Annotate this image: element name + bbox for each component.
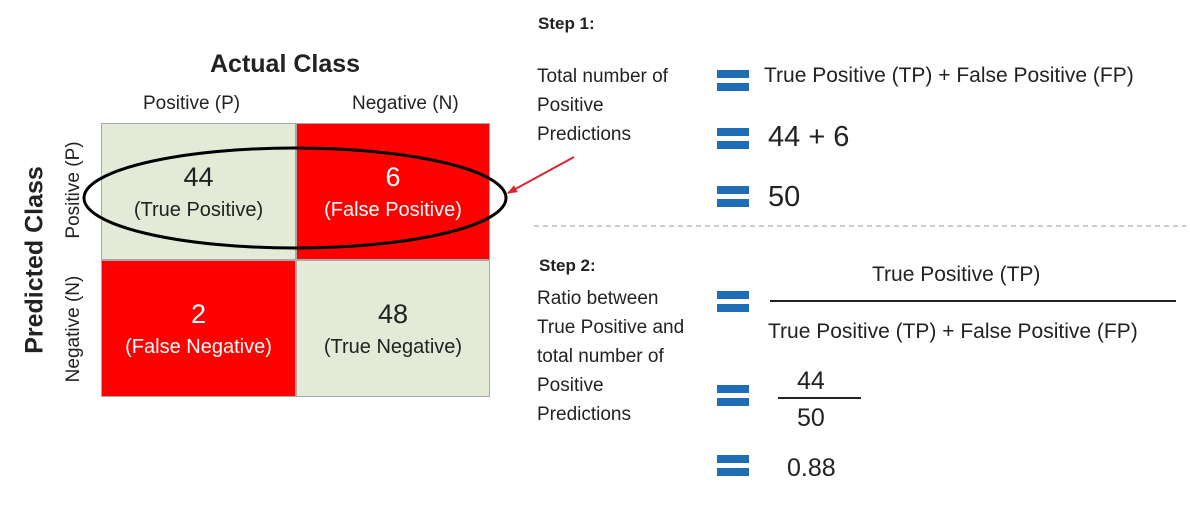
positive-predictions-ellipse — [82, 146, 508, 250]
step2-description: Ratio between True Positive and total nu… — [537, 288, 685, 425]
fn-label: (False Negative) — [125, 336, 272, 358]
step1-title: Step 1: — [538, 14, 595, 33]
cell-false-negative: 2 (False Negative) — [101, 260, 296, 397]
fp-label: (False Positive) — [324, 199, 462, 221]
tp-label: (True Positive) — [133, 199, 264, 221]
step2-result: 0.88 — [787, 454, 836, 482]
actual-class-title: Actual Class — [210, 50, 361, 78]
step1-equals-icon-1 — [717, 70, 749, 92]
column-label-positive: Positive (P) — [143, 93, 241, 114]
pointer-arrow — [507, 156, 575, 194]
step2-fraction-denominator: 50 — [797, 404, 825, 432]
fn-value: 2 — [190, 299, 207, 329]
step2-fraction-numerator: 44 — [797, 367, 825, 395]
step2-denominator: True Positive (TP) + False Positive (FP) — [768, 320, 1138, 343]
column-label-negative: Negative (N) — [352, 93, 459, 114]
step1-substitution: 44 + 6 — [768, 121, 850, 153]
step1-formula: True Positive (TP) + False Positive (FP) — [764, 64, 1134, 87]
step2-equals-icon-3 — [717, 455, 749, 477]
step2-equals-icon-2 — [717, 385, 749, 407]
step1-description: Total number of Positive Predictions — [537, 66, 668, 145]
cell-false-positive: 6 (False Positive) — [296, 123, 490, 260]
step1-equals-icon-2 — [717, 128, 749, 150]
step2-numerator: True Positive (TP) — [872, 263, 1041, 286]
step2-title: Step 2: — [539, 256, 596, 275]
cell-true-positive: 44 (True Positive) — [101, 123, 296, 260]
step1-equals-icon-3 — [717, 186, 749, 208]
step2-value-fraction-bar — [778, 397, 861, 399]
tp-value: 44 — [183, 162, 214, 192]
tn-label: (True Negative) — [323, 336, 463, 358]
cell-true-negative: 48 (True Negative) — [296, 260, 490, 397]
step2-fraction-bar — [770, 300, 1176, 302]
tn-value: 48 — [377, 299, 409, 329]
fp-value: 6 — [385, 162, 401, 192]
step1-result: 50 — [768, 181, 801, 213]
step2-equals-icon-1 — [717, 291, 749, 313]
